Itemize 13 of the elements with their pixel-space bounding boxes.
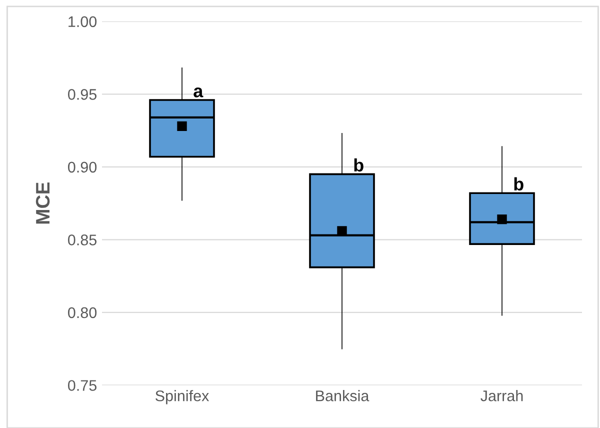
y-tick-label: 0.90 bbox=[68, 162, 97, 173]
x-tick-label: Spinifex bbox=[156, 390, 210, 404]
x-tick-label: Banksia bbox=[316, 390, 370, 402]
y-tick-label: 0.85 bbox=[68, 234, 96, 246]
y-tick-label: 0.95 bbox=[68, 89, 96, 100]
annotation: b bbox=[514, 177, 524, 191]
annotation: b bbox=[354, 158, 364, 172]
y-axis-title: MCE bbox=[36, 182, 50, 224]
x-tick-label: Jarrah bbox=[480, 390, 523, 402]
y-tick-label: 0.80 bbox=[68, 307, 97, 318]
annotation: a bbox=[194, 87, 204, 98]
y-tick-label: 0.75 bbox=[68, 380, 96, 391]
y-tick-label: 1.00 bbox=[68, 16, 97, 28]
